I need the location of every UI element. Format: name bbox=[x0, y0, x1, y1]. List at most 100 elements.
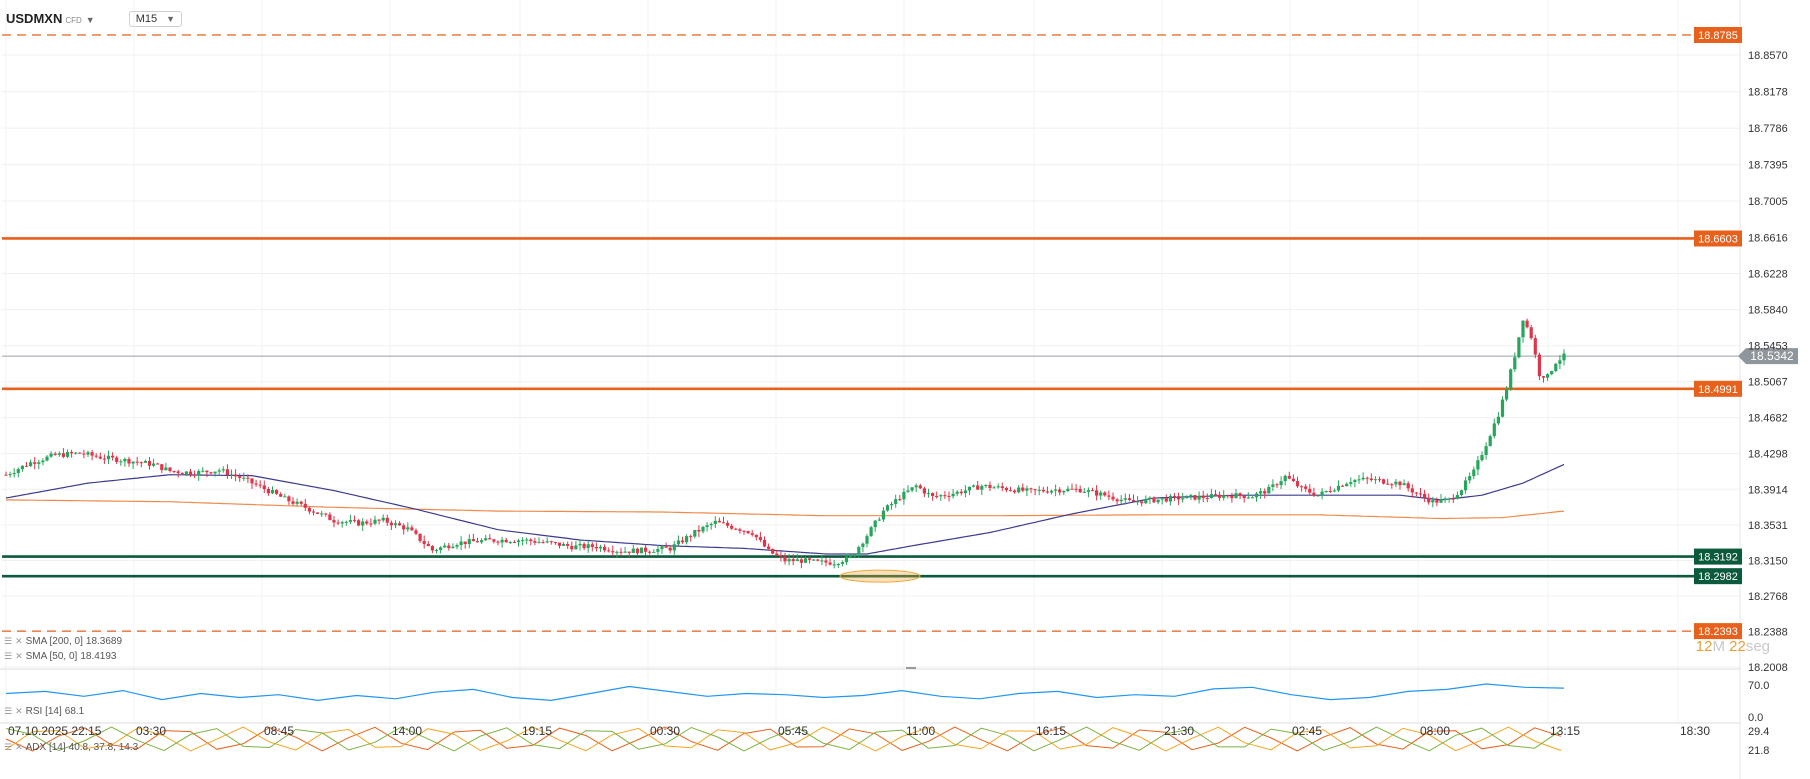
candle-body bbox=[1037, 489, 1041, 491]
candle-body bbox=[861, 543, 865, 548]
candle-body bbox=[287, 496, 291, 502]
candle-body bbox=[533, 541, 537, 543]
candle-body bbox=[1013, 490, 1017, 493]
candle-body bbox=[857, 547, 861, 555]
candle-body bbox=[488, 538, 492, 540]
candle-body bbox=[1386, 483, 1390, 485]
candle-body bbox=[275, 490, 279, 494]
candle-body bbox=[213, 471, 217, 474]
candle-body bbox=[37, 462, 41, 464]
candle-body bbox=[422, 540, 426, 544]
candle-body bbox=[1168, 495, 1172, 502]
candle-body bbox=[1140, 501, 1144, 504]
candle-body bbox=[1111, 496, 1115, 500]
timeframe-selector[interactable]: M15 ▼ bbox=[128, 11, 183, 27]
candle-body bbox=[12, 473, 16, 475]
candle-body bbox=[209, 472, 213, 474]
settings-icon[interactable]: ☰ bbox=[4, 742, 13, 752]
candle-body bbox=[1230, 495, 1234, 499]
price-tick-label: 18.2388 bbox=[1748, 627, 1788, 639]
legend-rsi[interactable]: ☰ ✕ RSI [14] 68.1 bbox=[4, 706, 84, 717]
time-tick-label: 14:00 bbox=[392, 724, 422, 738]
candle-body bbox=[955, 491, 959, 494]
candle-body bbox=[742, 530, 746, 532]
candle-body bbox=[1000, 486, 1004, 488]
settings-icon[interactable]: ☰ bbox=[4, 651, 13, 661]
price-tick-label: 18.7786 bbox=[1748, 123, 1788, 135]
candle-body bbox=[627, 551, 631, 553]
candle-body bbox=[1410, 488, 1414, 493]
candle-body bbox=[820, 560, 824, 562]
candle-body bbox=[541, 542, 545, 544]
candle-body bbox=[467, 539, 471, 545]
pane-divider-handle[interactable] bbox=[906, 667, 916, 669]
candle-body bbox=[1320, 491, 1324, 496]
chevron-down-icon[interactable]: ▼ bbox=[85, 15, 95, 25]
sma200-label: SMA [200, 0] bbox=[25, 636, 83, 647]
candle-body bbox=[1148, 497, 1152, 499]
candle-body bbox=[881, 510, 885, 520]
close-icon[interactable]: ✕ bbox=[15, 706, 23, 716]
candle-body bbox=[1308, 488, 1312, 493]
candle-body bbox=[234, 474, 238, 477]
settings-icon[interactable]: ☰ bbox=[4, 706, 13, 716]
candle-countdown: 12M 22seg bbox=[1696, 638, 1770, 655]
moving-averages bbox=[5, 463, 1565, 555]
candle-body bbox=[1234, 493, 1238, 499]
candle-body bbox=[90, 452, 94, 456]
candle-body bbox=[373, 519, 377, 524]
candle-body bbox=[1226, 495, 1230, 497]
sma50-value: 18.4193 bbox=[80, 651, 117, 662]
close-icon[interactable]: ✕ bbox=[15, 742, 23, 752]
candle-body bbox=[1049, 490, 1054, 493]
close-icon[interactable]: ✕ bbox=[15, 636, 23, 646]
price-tick-label: 18.4682 bbox=[1748, 413, 1788, 425]
legend-adx[interactable]: ☰ ✕ ADX [14] 40.8, 37.8, 14.3 bbox=[4, 742, 138, 753]
candle-body bbox=[1246, 497, 1250, 499]
legend-sma200[interactable]: ☰ ✕ SMA [200, 0] 18.3689 bbox=[4, 636, 122, 647]
candle-body bbox=[340, 522, 344, 524]
candle-body bbox=[1558, 360, 1562, 364]
candle-body bbox=[242, 477, 246, 479]
candle-body bbox=[147, 460, 152, 466]
candle-body bbox=[648, 551, 652, 553]
candle-body bbox=[238, 476, 242, 478]
candle-body bbox=[1496, 416, 1500, 424]
candle-body bbox=[590, 544, 594, 547]
candle-body bbox=[574, 545, 578, 550]
candle-body bbox=[1213, 494, 1218, 496]
candle-body bbox=[890, 504, 894, 506]
candle-body bbox=[1345, 483, 1349, 487]
candle-body bbox=[1513, 357, 1517, 370]
candle-body bbox=[480, 540, 484, 543]
candle-body bbox=[906, 490, 910, 492]
candle-body bbox=[512, 541, 516, 543]
candle-body bbox=[1443, 498, 1447, 500]
candle-body bbox=[508, 541, 512, 543]
candle-body bbox=[1373, 479, 1377, 481]
candle-body bbox=[135, 461, 139, 463]
legend-sma50[interactable]: ☰ ✕ SMA [50, 0] 18.4193 bbox=[4, 651, 116, 662]
time-tick-label: 19:15 bbox=[522, 724, 552, 738]
candle-body bbox=[980, 486, 984, 490]
settings-icon[interactable]: ☰ bbox=[4, 636, 13, 646]
candle-body bbox=[959, 491, 963, 494]
candle-body bbox=[361, 521, 365, 526]
candle-body bbox=[1521, 320, 1525, 338]
candle-body bbox=[1123, 498, 1127, 500]
candle-body bbox=[1488, 436, 1492, 447]
candle-body bbox=[344, 521, 348, 523]
symbol-name: USDMXN bbox=[6, 11, 63, 26]
symbol-selector[interactable]: USDMXN CFD ▼ bbox=[6, 10, 95, 28]
candle-body bbox=[516, 540, 521, 543]
candle-body bbox=[258, 484, 262, 486]
candle-body bbox=[996, 486, 1000, 488]
time-tick-label: 08:00 bbox=[1420, 724, 1450, 738]
candle-body bbox=[1316, 495, 1320, 497]
candle-body bbox=[1152, 497, 1156, 503]
candle-body bbox=[963, 490, 967, 494]
close-icon[interactable]: ✕ bbox=[15, 651, 23, 661]
price-tick-label: 18.8178 bbox=[1748, 87, 1788, 99]
horizontal-levels[interactable]: 18.8785 18.6603 18.4991 18.3192 18.2982 18.23… bbox=[2, 27, 1798, 640]
